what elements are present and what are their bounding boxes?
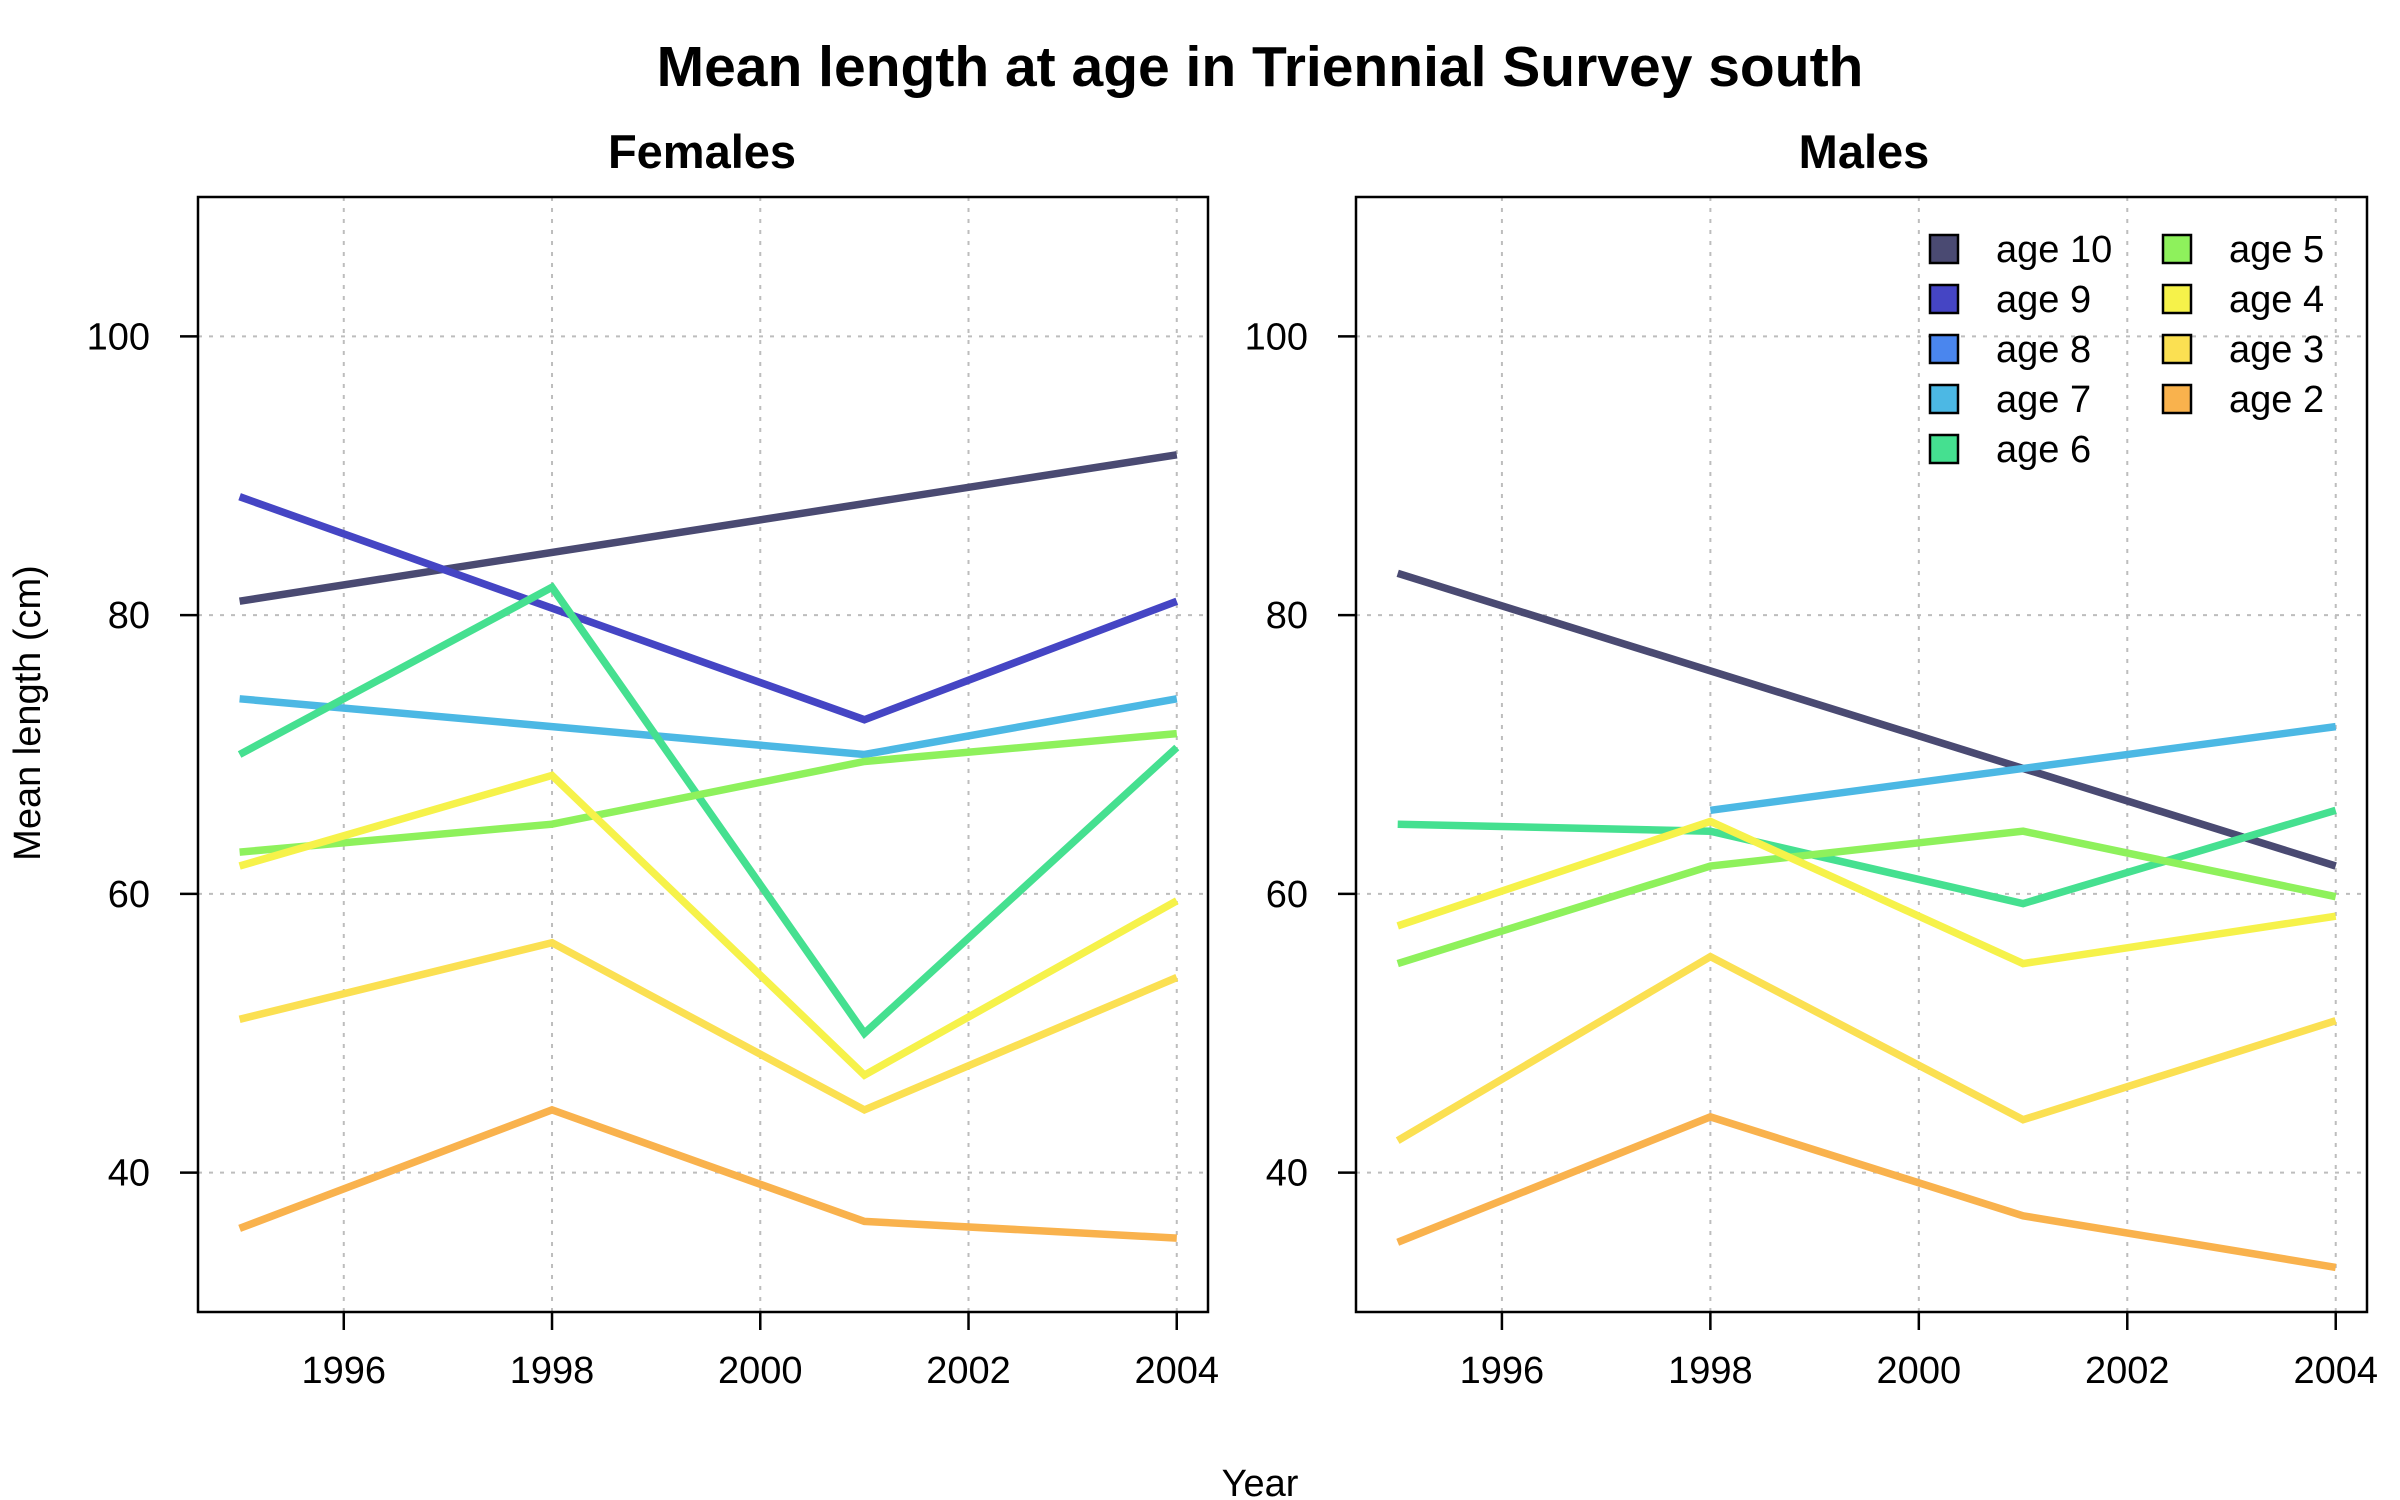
legend-label-age-2: age 2 bbox=[2229, 379, 2324, 421]
legend-label-age-10: age 10 bbox=[1996, 229, 2112, 271]
males-x-tick-label-1996: 1996 bbox=[1460, 1350, 1545, 1392]
y-axis-title: Mean length (cm) bbox=[7, 565, 49, 861]
females-series-age-9 bbox=[238, 493, 1179, 724]
males-series-age-5 bbox=[1396, 827, 2337, 968]
males-plot-frame bbox=[1354, 195, 2369, 1314]
males-y-tick-label-40: 40 bbox=[1266, 1153, 1308, 1195]
males-y-tick-label-60: 60 bbox=[1266, 874, 1308, 916]
females-x-tick-label-2000: 2000 bbox=[718, 1350, 803, 1392]
females-x-tick-label-1996: 1996 bbox=[301, 1350, 386, 1392]
females-x-tick-label-2002: 2002 bbox=[926, 1350, 1011, 1392]
females-series-age-4 bbox=[238, 771, 1179, 1080]
legend-swatch-age-3 bbox=[2161, 333, 2193, 365]
females-series-age-6 bbox=[237, 582, 1180, 1039]
males-series-age-4 bbox=[1396, 817, 2337, 968]
females-series-age-10 bbox=[239, 451, 1178, 605]
males-y-tick-label-80: 80 bbox=[1266, 595, 1308, 637]
x-axis-title: Year bbox=[1222, 1463, 1299, 1500]
males-series-age-3 bbox=[1395, 952, 2337, 1144]
legend-label-age-6: age 6 bbox=[1996, 429, 2091, 471]
legend-label-age-7: age 7 bbox=[1996, 379, 2091, 421]
males-x-tick-label-2004: 2004 bbox=[2293, 1350, 2378, 1392]
chart-title: Mean length at age in Triennial Survey s… bbox=[657, 35, 1864, 99]
males-x-tick-label-2000: 2000 bbox=[1877, 1350, 1962, 1392]
males-series-age-6 bbox=[1397, 806, 2337, 908]
legend-swatch-age-10 bbox=[1928, 233, 1960, 265]
legend-swatch-age-5 bbox=[2161, 233, 2193, 265]
legend-label-age-4: age 4 bbox=[2229, 279, 2324, 321]
legend-swatch-age-7 bbox=[1928, 383, 1960, 415]
females-x-tick-label-2004: 2004 bbox=[1134, 1350, 1219, 1392]
legend-swatch-age-8 bbox=[1928, 333, 1960, 365]
chart-legend: age 10 age 9 age 8 age 7 age 6 age 5 age 4 age … bbox=[1928, 229, 2324, 471]
females-x-tick-label-1998: 1998 bbox=[510, 1350, 595, 1392]
legend-label-age-3: age 3 bbox=[2229, 329, 2324, 371]
females-y-tick-label-40: 40 bbox=[108, 1153, 150, 1195]
females-y-tick-label-60: 60 bbox=[108, 874, 150, 916]
males-series-age-7 bbox=[1709, 722, 2337, 815]
females-series-age-3 bbox=[238, 938, 1179, 1115]
males-series-age-2 bbox=[1396, 1112, 2337, 1272]
males-panel-title: Males bbox=[1799, 125, 1930, 178]
legend-label-age-9: age 9 bbox=[1996, 279, 2091, 321]
females-y-tick-label-80: 80 bbox=[108, 595, 150, 637]
females-series-age-7 bbox=[239, 695, 1178, 759]
females-plot-frame bbox=[196, 195, 1210, 1314]
females-panel: Females 1996 1998 2000 2002 2004 40 60 80 100 bbox=[87, 125, 1219, 1392]
females-panel-title: Females bbox=[608, 125, 796, 178]
legend-swatch-age-2 bbox=[2161, 383, 2193, 415]
legend-swatch-age-6 bbox=[1928, 433, 1960, 465]
legend-label-age-5: age 5 bbox=[2229, 229, 2324, 271]
males-series-age-10 bbox=[1396, 569, 2337, 870]
females-series-age-5 bbox=[239, 729, 1178, 856]
females-y-tick-label-100: 100 bbox=[87, 316, 150, 358]
males-panel: Males 1996 1998 2000 2002 2004 40 60 80 100 age 1… bbox=[1245, 125, 2378, 1392]
males-y-tick-label-100: 100 bbox=[1245, 316, 1308, 358]
legend-label-age-8: age 8 bbox=[1996, 329, 2091, 371]
legend-swatch-age-9 bbox=[1928, 283, 1960, 315]
legend-swatch-age-4 bbox=[2161, 283, 2193, 315]
males-x-tick-label-1998: 1998 bbox=[1668, 1350, 1753, 1392]
males-x-tick-label-2002: 2002 bbox=[2085, 1350, 2170, 1392]
females-series-age-2 bbox=[238, 1105, 1178, 1242]
